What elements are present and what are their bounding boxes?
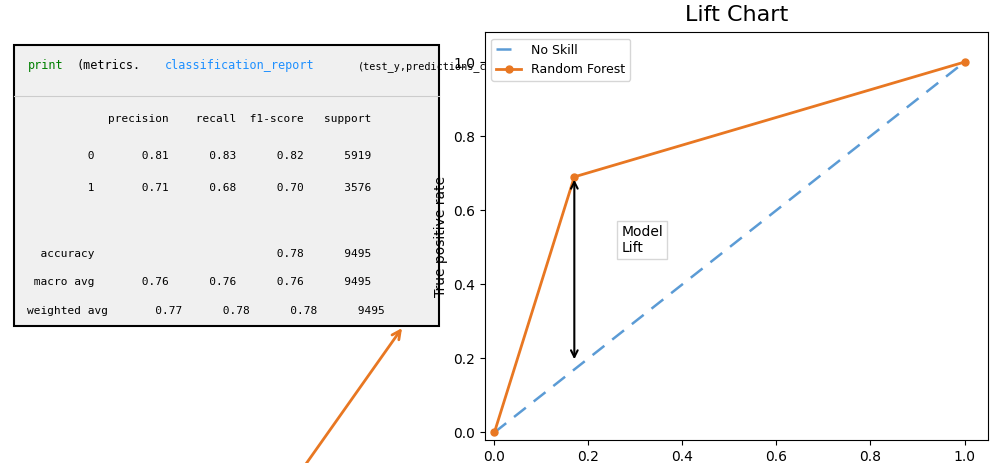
- Text: 1       0.71      0.68      0.70      3576: 1 0.71 0.68 0.70 3576: [28, 183, 371, 194]
- Text: accuracy                           0.78      9495: accuracy 0.78 9495: [28, 249, 371, 258]
- Text: macro avg       0.76      0.76      0.76      9495: macro avg 0.76 0.76 0.76 9495: [28, 277, 371, 287]
- Text: precision    recall  f1-score   support: precision recall f1-score support: [28, 114, 371, 124]
- Text: (test_y,predictions_cat)): (test_y,predictions_cat)): [357, 61, 511, 72]
- Random Forest: [568, 174, 580, 180]
- Text: weighted avg       0.77      0.78      0.78      9495: weighted avg 0.77 0.78 0.78 9495: [28, 306, 385, 316]
- Text: Model
Lift: Model Lift: [622, 225, 663, 255]
- Line: Random Forest: Random Forest: [491, 59, 968, 436]
- Text: 0       0.81      0.83      0.82      5919: 0 0.81 0.83 0.82 5919: [28, 151, 371, 161]
- Y-axis label: True positive rate: True positive rate: [434, 175, 448, 297]
- Legend: No Skill, Random Forest: No Skill, Random Forest: [491, 38, 631, 81]
- Text: print: print: [28, 59, 63, 72]
- Random Forest: [488, 430, 500, 435]
- Text: (metrics.: (metrics.: [77, 59, 141, 72]
- Text: classification_report: classification_report: [166, 59, 315, 72]
- Title: Lift Chart: Lift Chart: [685, 5, 788, 25]
- Random Forest: [958, 59, 970, 65]
- FancyBboxPatch shape: [14, 44, 439, 326]
